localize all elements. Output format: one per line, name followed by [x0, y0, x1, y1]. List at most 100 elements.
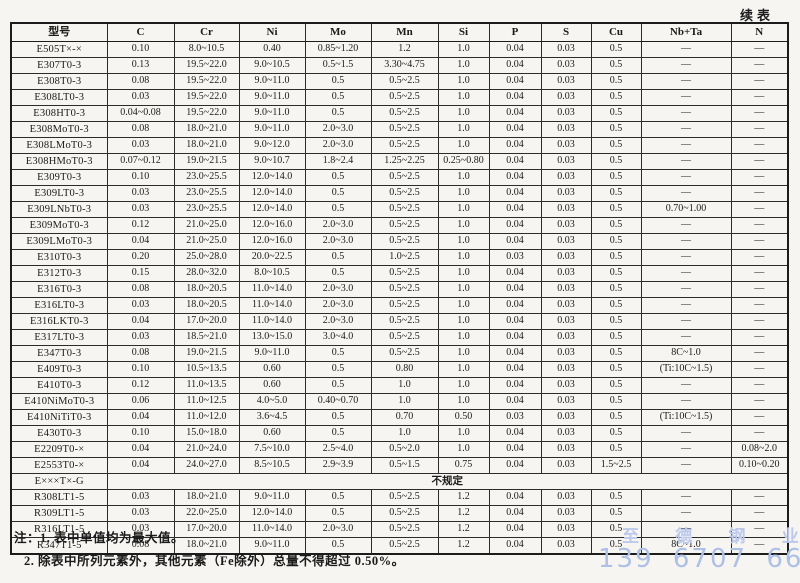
- value-cell: 19.5~22.0: [173, 57, 240, 74]
- value-cell: 0.5~2.5: [370, 313, 439, 330]
- value-cell: 0.5: [304, 489, 372, 506]
- col-header-mo: Mo: [304, 22, 372, 42]
- value-cell: 0.5~2.5: [370, 537, 439, 555]
- value-cell: 0.03: [106, 329, 175, 346]
- value-cell: 0.5~2.5: [370, 265, 439, 282]
- value-cell: 1.0: [437, 137, 490, 154]
- value-cell: 0.5: [590, 249, 642, 266]
- table-row: E2209T0-× 0.04 21.0~24.0 7.5~10.0 2.5~4.0 0.5…: [10, 441, 789, 458]
- value-cell: 0.5: [304, 265, 372, 282]
- value-cell: 0.5: [590, 313, 642, 330]
- model-cell: E309LT0-3: [10, 185, 108, 202]
- value-cell: 9.0~12.0: [238, 137, 306, 154]
- table-row: E410T0-3 0.12 11.0~13.5 0.60 0.5 1.0 1.0 0.04 0.…: [10, 377, 789, 394]
- model-cell: E308HMoT0-3: [10, 153, 108, 170]
- value-cell: 2.0~3.0: [304, 137, 372, 154]
- value-cell: 0.5: [590, 345, 642, 362]
- value-cell: 19.5~22.0: [173, 105, 240, 122]
- model-cell: R308LT1-5: [10, 489, 108, 506]
- value-cell: 0.03: [106, 137, 175, 154]
- value-cell: 18.0~21.0: [173, 537, 240, 555]
- table-row: E308LMoT0-3 0.03 18.0~21.0 9.0~12.0 2.0~3.0 0…: [10, 137, 789, 154]
- table-row: E308HMoT0-3 0.07~0.12 19.0~21.5 9.0~10.7 1.8…: [10, 153, 789, 170]
- value-cell: 0.5~2.5: [370, 505, 439, 522]
- value-cell: 1.0: [437, 313, 490, 330]
- value-cell: 0.03: [540, 345, 592, 362]
- value-cell: —: [640, 233, 732, 250]
- value-cell: 0.03: [540, 169, 592, 186]
- value-cell: 3.0~4.0: [304, 329, 372, 346]
- value-cell: 10.5~13.5: [173, 361, 240, 378]
- value-cell: 0.08~2.0: [730, 441, 789, 458]
- value-cell: 11.0~12.5: [173, 393, 240, 410]
- value-cell: 11.0~14.0: [238, 281, 306, 298]
- value-cell: 23.0~25.5: [173, 185, 240, 202]
- model-cell: E308LMoT0-3: [10, 137, 108, 154]
- value-cell: 0.5~2.5: [370, 105, 439, 122]
- value-cell: 1.0: [437, 233, 490, 250]
- value-cell: —: [640, 185, 732, 202]
- value-cell: —: [730, 89, 789, 106]
- value-cell: 0.60: [238, 377, 306, 394]
- model-cell: E308MoT0-3: [10, 121, 108, 138]
- value-cell: 2.9~3.9: [304, 457, 372, 474]
- value-cell: 19.5~22.0: [173, 89, 240, 106]
- value-cell: 12.0~14.0: [238, 185, 306, 202]
- value-cell: 1.0: [370, 393, 439, 410]
- table-row: E410NiMoT0-3 0.06 11.0~12.5 4.0~5.0 0.40~0.7…: [10, 393, 789, 410]
- value-cell: 0.10: [106, 425, 175, 442]
- value-cell: 0.85~1.20: [304, 41, 372, 58]
- value-cell: 1.0: [437, 57, 490, 74]
- model-cell: E307T0-3: [10, 57, 108, 74]
- value-cell: 21.0~25.0: [173, 233, 240, 250]
- table-row: E316LT0-3 0.03 18.0~20.5 11.0~14.0 2.0~3.0 0.…: [10, 297, 789, 314]
- value-cell: 0.5~2.5: [370, 217, 439, 234]
- value-cell: 1.2: [437, 489, 490, 506]
- value-cell: 0.08: [106, 345, 175, 362]
- value-cell: —: [730, 233, 789, 250]
- value-cell: 9.0~11.0: [238, 73, 306, 90]
- value-cell: 0.04: [488, 281, 542, 298]
- value-cell: 12.0~14.0: [238, 169, 306, 186]
- value-cell: 0.5: [590, 265, 642, 282]
- value-cell: 12.0~16.0: [238, 217, 306, 234]
- value-cell: 0.04: [106, 409, 175, 426]
- value-cell: 0.5~2.0: [370, 441, 439, 458]
- value-cell: 0.10: [106, 41, 175, 58]
- value-cell: 0.03: [540, 297, 592, 314]
- value-cell: 1.0: [437, 329, 490, 346]
- model-cell: E409T0-3: [10, 361, 108, 378]
- value-cell: 0.04: [488, 313, 542, 330]
- value-cell: 0.5~2.5: [370, 329, 439, 346]
- value-cell: 0.5: [590, 297, 642, 314]
- value-cell: 0.08: [106, 281, 175, 298]
- model-cell: E317LT0-3: [10, 329, 108, 346]
- value-cell: 1.0: [437, 297, 490, 314]
- value-cell: 9.0~11.0: [238, 489, 306, 506]
- value-cell: 1.0: [437, 441, 490, 458]
- value-cell: 9.0~10.5: [238, 57, 306, 74]
- value-cell: —: [730, 521, 789, 538]
- value-cell: 0.04: [488, 361, 542, 378]
- model-cell: E308HT0-3: [10, 105, 108, 122]
- value-cell: 22.0~25.0: [173, 505, 240, 522]
- value-cell: 0.03: [540, 249, 592, 266]
- value-cell: 0.12: [106, 217, 175, 234]
- value-cell: 0.5~2.5: [370, 185, 439, 202]
- value-cell: 18.0~20.5: [173, 281, 240, 298]
- value-cell: —: [730, 409, 789, 426]
- value-cell: —: [640, 73, 732, 90]
- value-cell: —: [730, 313, 789, 330]
- value-cell: —: [640, 121, 732, 138]
- value-cell: —: [730, 185, 789, 202]
- value-cell: —: [640, 329, 732, 346]
- value-cell: 3.6~4.5: [238, 409, 306, 426]
- value-cell: 0.60: [238, 361, 306, 378]
- value-cell: 0.5: [590, 361, 642, 378]
- value-cell: 0.5: [590, 441, 642, 458]
- model-cell: E312T0-3: [10, 265, 108, 282]
- value-cell: 0.5: [590, 233, 642, 250]
- value-cell: 1.0: [370, 377, 439, 394]
- value-cell: 1.0: [437, 361, 490, 378]
